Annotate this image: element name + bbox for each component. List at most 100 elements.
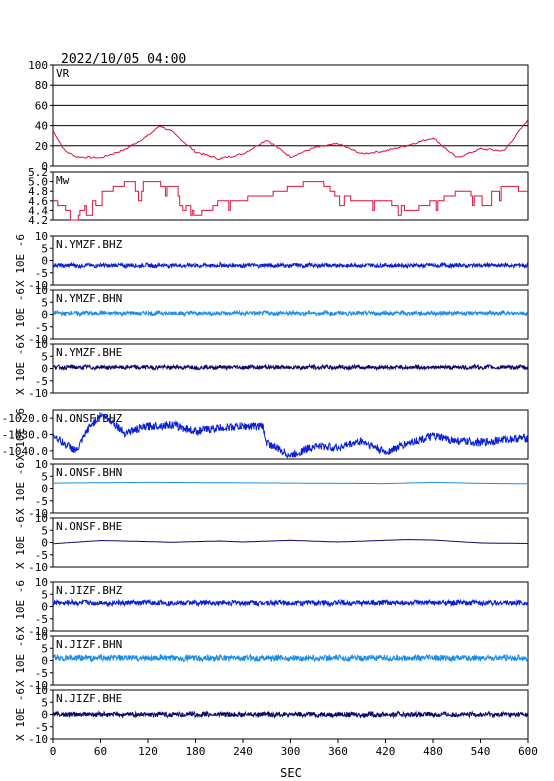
panel-title: VR: [56, 67, 70, 80]
y-tick-label: 10: [35, 684, 48, 697]
y-tick-label: 100: [28, 59, 48, 72]
x-tick-label: 60: [94, 745, 107, 758]
y-tick-label: -5: [35, 549, 48, 562]
series-line: [52, 412, 528, 460]
panel-frame: [52, 635, 529, 686]
y-tick-label: 10: [35, 284, 48, 297]
y-tick-label: -5: [35, 375, 48, 388]
panel-frame: [52, 64, 529, 167]
y-tick-label: 60: [35, 99, 48, 112]
panel-title: N.JIZF.BHE: [56, 692, 122, 705]
panels: 020406080100VR4.24.44.64.85.05.2Mw-10-50…: [2, 59, 529, 746]
series-line: [52, 653, 529, 663]
y-tick-label: 40: [35, 120, 48, 133]
y-tick-label: -5: [35, 495, 48, 508]
y-tick-label: 10: [35, 458, 48, 471]
panel-frame: [52, 171, 529, 221]
x-tick-label: 480: [423, 745, 443, 758]
y-tick-label: -10: [28, 679, 48, 692]
panel-title: N.JIZF.BHZ: [56, 584, 123, 597]
y-tick-label: 0: [41, 309, 48, 322]
y-tick-label: -10: [28, 387, 48, 400]
series-line: [52, 710, 529, 719]
y-tick-label: 4.6: [28, 195, 48, 208]
panel-frame: [52, 517, 529, 568]
y-tick-label: 20: [35, 140, 48, 153]
series-line: [52, 539, 528, 545]
y-tick-label: 0: [41, 255, 48, 268]
x-tick-label: 420: [376, 745, 396, 758]
y-tick-label: 5.0: [28, 176, 48, 189]
y-tick-label: 0: [41, 537, 48, 550]
y-axis-label: X 10E -6: [14, 634, 27, 687]
y-tick-label: 0: [41, 709, 48, 722]
y-tick-label: -5: [35, 721, 48, 734]
panel-mw: 4.24.44.64.85.05.2 Mw: [28, 166, 529, 227]
y-tick-label: 5: [41, 470, 48, 483]
x-axis-label: SEC: [280, 766, 302, 780]
y-tick-label: -10: [28, 561, 48, 574]
panel-title: Mw: [56, 174, 70, 187]
y-tick-label: 0: [41, 655, 48, 668]
series-line: [52, 363, 529, 372]
y-tick-label: -5: [35, 321, 48, 334]
x-tick-label: 600: [518, 745, 538, 758]
y-tick-label: 10: [35, 576, 48, 589]
y-tick-label: 10: [35, 512, 48, 525]
panel-title: N.YMZF.BHZ: [56, 238, 123, 251]
x-tick-label: 180: [186, 745, 206, 758]
y-axis-label: X 10E -6: [14, 342, 27, 395]
panel-frame: [52, 235, 529, 286]
y-axis-label: X 10E -6: [14, 688, 27, 741]
series-line: [53, 481, 528, 485]
y-tick-label: 5: [41, 588, 48, 601]
y-axis-label: X 10E -6: [14, 580, 27, 633]
y-tick-label: -5: [35, 613, 48, 626]
y-tick-label: -1020.0: [2, 412, 48, 425]
series-line: [52, 118, 529, 161]
y-tick-label: 10: [35, 230, 48, 243]
y-tick-label: -10: [28, 333, 48, 346]
y-tick-label: 0: [41, 363, 48, 376]
header-datetime: 2022/10/05 04:00: [61, 52, 186, 67]
series-line: [52, 598, 529, 608]
panel-title: N.JIZF.BHN: [56, 638, 122, 651]
y-tick-label: 0: [41, 160, 48, 173]
panel-frame: [52, 463, 529, 514]
y-tick-label: 80: [35, 79, 48, 92]
x-tick-label: 240: [233, 745, 253, 758]
x-tick-label: 360: [328, 745, 348, 758]
y-tick-label: 5: [41, 696, 48, 709]
y-tick-label: -10: [28, 279, 48, 292]
x-tick-label: 540: [471, 745, 491, 758]
x-axis: 0 60 120 180 240 300 360 420 480 540 600: [50, 739, 538, 758]
y-tick-label: -10: [28, 507, 48, 520]
y-tick-label: 5.2: [28, 166, 48, 179]
y-tick-label: -5: [35, 667, 48, 680]
y-tick-label: 5: [41, 296, 48, 309]
y-tick-label: 10: [35, 338, 48, 351]
y-tick-label: 0: [41, 483, 48, 496]
y-axis-label: X 10E -6: [14, 234, 27, 287]
series-line: [53, 181, 528, 221]
y-tick-label: 10: [35, 630, 48, 643]
y-axis-label: X 10E -6: [14, 516, 27, 569]
panel-vr: 0 20 40 60 80 100 VR: [28, 59, 529, 173]
y-tick-label: 4.8: [28, 185, 48, 198]
y-tick-label: 0: [41, 601, 48, 614]
y-tick-label: 5: [41, 642, 48, 655]
y-axis-label: X 10E -6: [14, 288, 27, 341]
panel-title: N.ONSF.BHE: [56, 520, 122, 533]
y-tick-label: -10: [28, 733, 48, 746]
panel-title: N.YMZF.BHN: [56, 292, 122, 305]
y-tick-label: 5: [41, 524, 48, 537]
